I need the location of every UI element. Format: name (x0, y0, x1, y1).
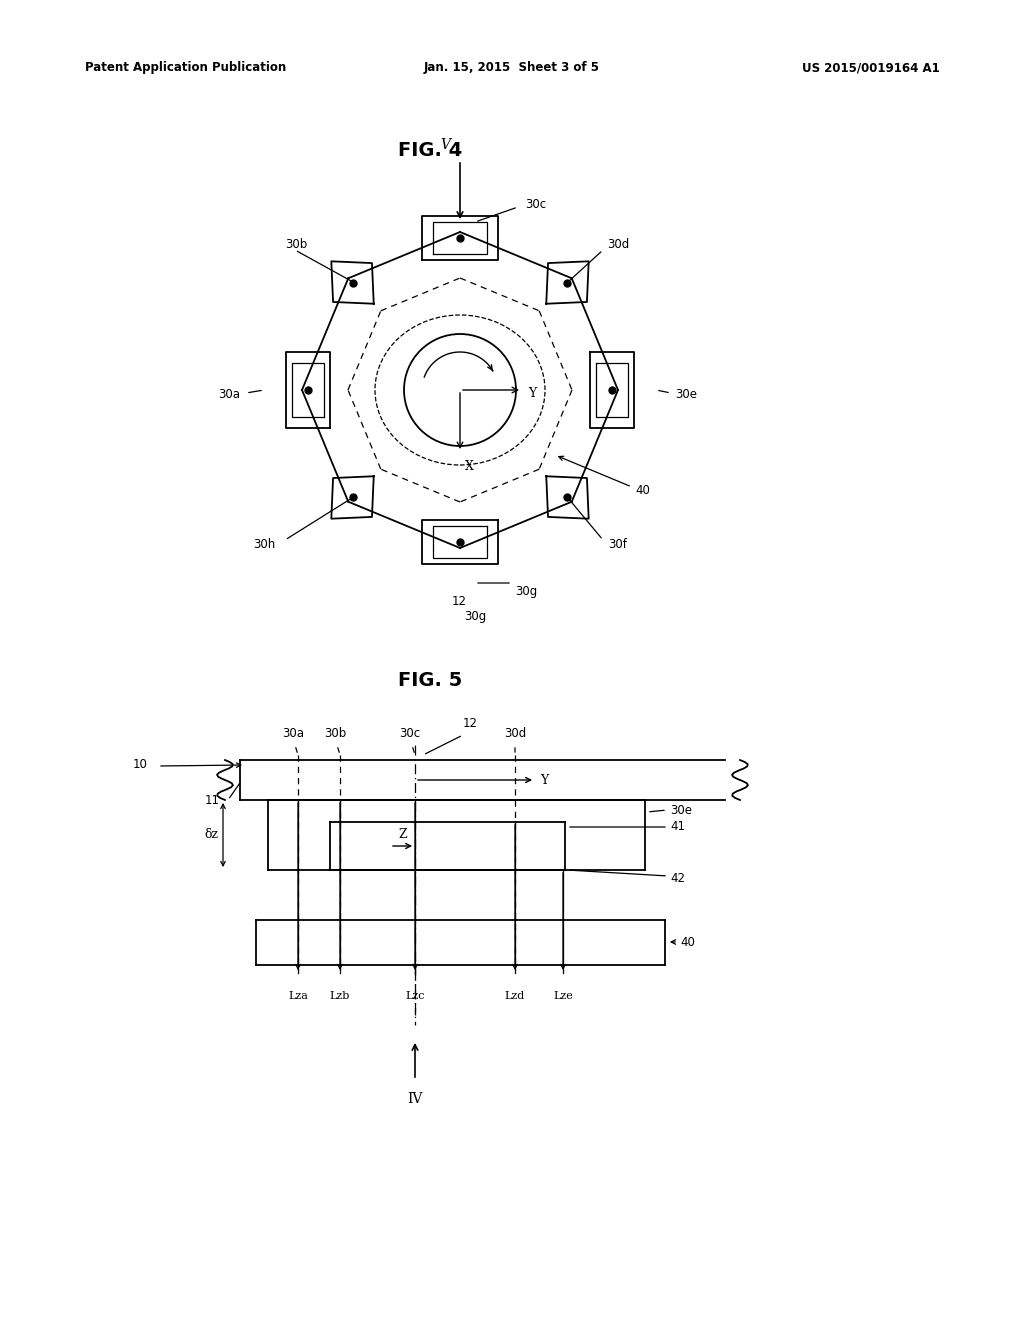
Text: IV: IV (408, 1092, 423, 1106)
Text: Jan. 15, 2015  Sheet 3 of 5: Jan. 15, 2015 Sheet 3 of 5 (424, 62, 600, 74)
Text: 30d: 30d (607, 239, 630, 252)
Text: Patent Application Publication: Patent Application Publication (85, 62, 287, 74)
Text: FIG. 4: FIG. 4 (398, 140, 462, 160)
Text: 40: 40 (680, 936, 695, 949)
Text: 30e: 30e (675, 388, 697, 401)
Text: V: V (440, 139, 450, 152)
Text: δz: δz (204, 829, 218, 842)
Text: FIG. 5: FIG. 5 (398, 671, 462, 689)
Text: 11: 11 (205, 793, 220, 807)
Text: 12: 12 (452, 595, 467, 609)
Text: Lzb: Lzb (330, 991, 350, 1001)
Text: Y: Y (528, 387, 537, 400)
Text: 30a: 30a (218, 388, 240, 401)
Text: Lza: Lza (288, 991, 308, 1001)
Text: 30a: 30a (282, 727, 304, 741)
Text: 30b: 30b (285, 239, 307, 252)
Text: Y: Y (540, 774, 548, 787)
Text: 30d: 30d (504, 727, 526, 741)
Text: X: X (465, 459, 474, 473)
Text: Lze: Lze (553, 991, 572, 1001)
Text: 30b: 30b (324, 727, 346, 741)
Text: 30g: 30g (464, 610, 486, 623)
Text: Z: Z (398, 828, 408, 841)
Text: 30f: 30f (608, 539, 627, 552)
Text: Lzc: Lzc (406, 991, 425, 1001)
Text: 30e: 30e (670, 804, 692, 817)
Text: 30c: 30c (399, 727, 421, 741)
Text: 10: 10 (133, 759, 148, 771)
Text: 41: 41 (670, 821, 685, 833)
Text: 12: 12 (463, 717, 477, 730)
Text: Lzd: Lzd (505, 991, 525, 1001)
Text: 40: 40 (635, 483, 650, 496)
Text: US 2015/0019164 A1: US 2015/0019164 A1 (802, 62, 940, 74)
Text: 30h: 30h (253, 539, 275, 552)
Text: 42: 42 (670, 871, 685, 884)
Text: 30c: 30c (525, 198, 546, 211)
Text: 30g: 30g (515, 585, 538, 598)
